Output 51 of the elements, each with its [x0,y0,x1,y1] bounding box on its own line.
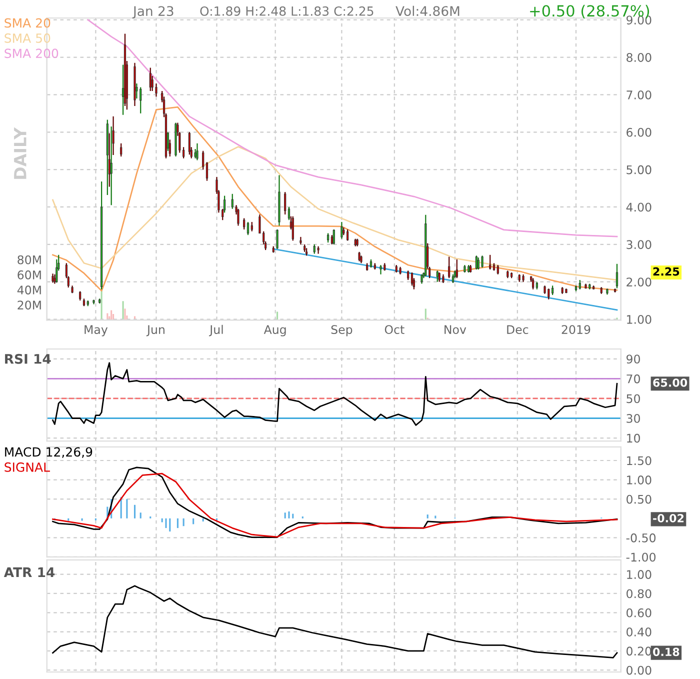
y2-tick-label: 60M [18,270,41,280]
text: 0.18 [653,648,680,656]
y-tick-label: 8.00 [626,53,652,62]
chart-subtitle: O:1.89 H:2.48 L:1.83 C:2.25 [200,6,374,16]
x-tick-label: Nov [444,325,466,334]
x-tick-label: Sep [331,325,352,336]
text: SMA 20 [4,18,50,28]
y-tick-label: 90 [626,354,640,364]
text: SMA 50 [4,33,50,43]
text: 2.25 [653,267,680,276]
text: MACD 12,26,9 [5,447,92,458]
y2-tick-label: 20M [18,300,41,310]
text: Vol:4.86M [396,6,460,16]
x-tick-label: Dec [507,325,528,334]
y-tick-label: 3.00 [626,240,652,250]
y-tick-label: 0.50 [626,494,652,504]
x-tick-label: May [84,325,108,336]
y-tick-label: 5.00 [626,165,652,174]
y-tick-label: 2.00 [626,278,652,286]
y-tick-label: 30 [626,414,640,423]
x-tick-label: Oct [384,325,404,334]
y-tick-label: 50 [626,394,640,404]
x-tick-label: Jul [209,324,223,336]
chart-title: RSI 14 [5,354,51,364]
y-tick-label: 1.00 [627,570,652,579]
y2-tick-label: 40M [17,286,41,294]
y-tick-label: 1.00 [627,476,652,484]
y-tick-label: -1.00 [626,552,656,562]
y-tick-label: 0.60 [626,608,652,618]
x-tick-label: Jun [146,325,164,336]
y-tick-label: 1.00 [627,314,652,324]
text: SIGNAL [4,462,50,472]
y-tick-label: -0.50 [626,533,656,542]
x-tick-label: Aug [264,325,286,336]
text: 65.00 [653,378,688,387]
chart-title: Jan 23 [132,6,174,19]
y-tick-label: 0.40 [626,628,652,636]
text: SMA 200 [4,48,58,58]
y-tick-label: 7.00 [626,90,652,100]
y-tick-label: 0.00 [626,666,652,675]
y-tick-label: 4.00 [626,202,652,212]
y-tick-label: 70 [626,374,640,384]
y-tick-label: 0.20 [626,646,652,656]
y-tick-label: 0.80 [626,589,652,598]
y2-tick-label: 80M [18,255,41,264]
text: -0.02 [653,514,684,522]
x-tick-label: 2019 [562,325,590,334]
y-tick-label: 1.50 [627,456,652,466]
chart-title: ATR 14 [4,567,55,578]
y-tick-label: 6.00 [626,128,652,137]
y-tick-label: 10 [627,434,640,443]
